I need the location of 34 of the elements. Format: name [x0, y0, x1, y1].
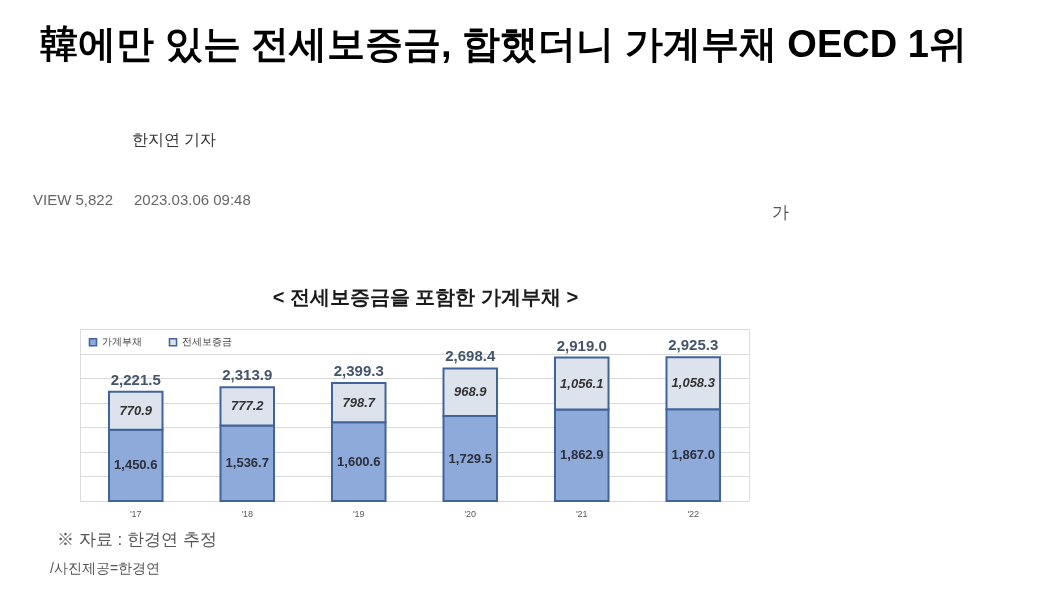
total-label: 2,925.3 [668, 336, 719, 354]
data-label: 1,536.7 [225, 455, 269, 471]
text: /사진제공=한경연 [50, 560, 161, 576]
data-label: 1,867.0 [671, 447, 715, 463]
total-label: 2,698.4 [445, 347, 496, 365]
legend-label: 가계부채 [102, 336, 142, 348]
x-tick-label: '20 [464, 508, 477, 519]
text: 가 [771, 203, 789, 222]
x-tick-label: '17 [129, 508, 142, 519]
data-label: 1,862.9 [560, 447, 604, 463]
total-label: 2,919.0 [556, 336, 607, 354]
x-tick-label: '22 [687, 508, 700, 519]
chart-title: < 전세보증금을 포함한 가계부채 > [272, 286, 579, 308]
text: ※ 자료 : 한경연 추정 [57, 530, 217, 549]
x-tick-label: '21 [575, 508, 588, 519]
total-label: 2,313.9 [222, 366, 273, 384]
data-label: 770.9 [119, 402, 153, 418]
data-label: 968.9 [453, 384, 488, 400]
x-tick-label: '18 [241, 508, 254, 519]
data-label: 1,056.1 [560, 375, 604, 391]
data-label: 1,600.6 [337, 453, 381, 469]
data-label: 1,450.6 [114, 457, 158, 473]
total-label: 2,221.5 [110, 370, 161, 388]
total-label: 2,399.3 [333, 362, 384, 380]
text: 한지연 기자 [132, 131, 217, 148]
text: 韓에만 있는 전세보증금, 합했더니 가계부채 OECD 1위 [40, 23, 967, 65]
text: 2023.03.06 09:48 [134, 191, 251, 208]
legend-label: 전세보증금 [182, 336, 232, 348]
text: VIEW 5,822 [33, 191, 114, 208]
data-label: 1,729.5 [448, 450, 492, 466]
data-label: 777.2 [230, 398, 265, 414]
data-label: 798.7 [342, 394, 376, 410]
x-tick-label: '19 [352, 508, 365, 519]
data-label: 1,058.3 [671, 375, 716, 391]
